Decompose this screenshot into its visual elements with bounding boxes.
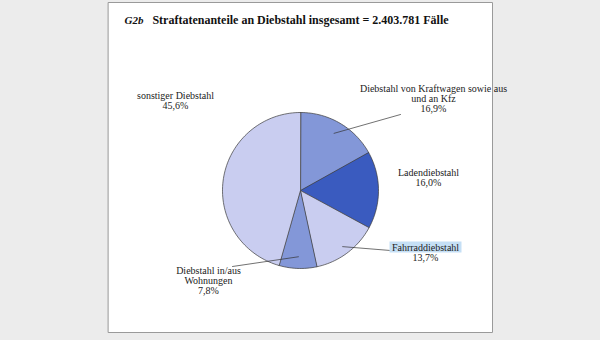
svg-text:Fahrraddiebstahl13,7%: Fahrraddiebstahl13,7% <box>392 242 459 263</box>
svg-text:Ladendiebstahl16,0%: Ladendiebstahl16,0% <box>398 167 459 188</box>
svg-text:Straftatenanteile an Diebstahl: Straftatenanteile an Diebstahl insgesamt… <box>152 13 449 27</box>
svg-text:Diebstahl von Kraftwagen sowie: Diebstahl von Kraftwagen sowie ausund an… <box>360 83 507 114</box>
svg-text:Diebstahl in/ausWohnungen7,8%: Diebstahl in/ausWohnungen7,8% <box>176 265 241 296</box>
svg-text:G2b: G2b <box>125 14 144 26</box>
svg-text:sonstiger Diebstahl45,6%: sonstiger Diebstahl45,6% <box>137 90 214 111</box>
